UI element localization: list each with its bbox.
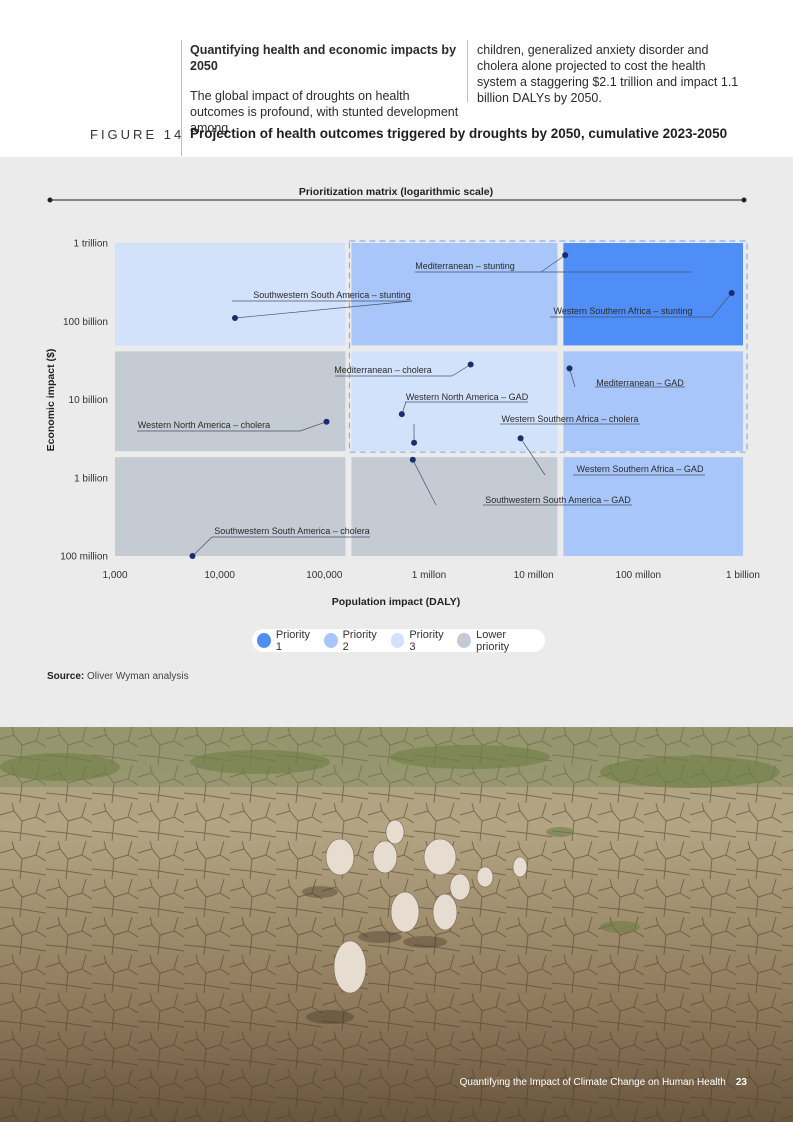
title-rule-end-left [47,197,53,203]
point-label: Southwestern South America – cholera [214,526,370,536]
data-point [398,411,405,418]
y-tick-label: 100 billion [63,317,108,328]
data-point [517,435,524,442]
data-point [728,289,735,296]
intro-heading: Quantifying health and economic impacts … [190,43,457,73]
data-point [467,361,474,368]
priority-zones [115,243,743,556]
source-text: Oliver Wyman analysis [87,671,189,682]
y-tick-label: 100 million [60,552,108,563]
legend-swatch-priority-3 [390,633,405,648]
column-divider [181,40,182,156]
callout-leader [192,536,213,557]
callout-leader [299,421,327,432]
callout-leader [234,300,413,319]
legend-item-priority-2: Priority 2 [323,628,383,653]
chart-title: Prioritization matrix (logarithmic scale… [299,186,493,198]
data-point [323,418,330,425]
x-tick-label: 100,000 [306,570,343,581]
data-point [189,553,196,559]
callout-leader [711,292,732,318]
legend-swatch-priority-1 [257,633,271,648]
intro-left-column: Quantifying health and economic impacts … [190,42,462,136]
x-tick-label: 1 billion [726,570,760,581]
point-label: Southwestern South America – GAD [485,495,631,505]
zone-priority-2 [351,243,558,346]
point-label: Western Southern Africa – GAD [577,464,704,474]
legend-item-lower-priority: Lower priority [457,629,537,653]
intro-left-text: The global impact of droughts on health … [190,89,459,135]
callout-leader [569,368,576,388]
source-prefix: Source: [47,671,85,682]
x-tick-label: 10,000 [204,570,235,581]
legend-item-priority-3: Priority 3 [390,628,450,653]
footer-text: Quantifying the Impact of Climate Change… [459,1077,726,1088]
point-label: Mediterranean – stunting [415,261,515,271]
zone-lower-priority [115,457,346,556]
y-axis-title: Economic impact ($) [45,349,57,452]
zone-lower-priority [351,457,558,556]
chart-legend: Priority 1 Priority 2 Priority 3 Lower p… [252,628,545,653]
x-axis-title: Population impact (DALY) [332,596,461,608]
data-point [231,315,238,322]
legend-label: Priority 1 [275,628,311,653]
data-point [562,252,569,259]
highlight-dashed-border [348,240,748,453]
data-points [189,252,735,559]
point-label: Mediterranean – cholera [334,365,432,375]
legend-item-priority-1: Priority 1 [257,629,316,653]
intro-right-column: children, generalized anxiety disorder a… [477,42,745,106]
zone-priority-1 [563,243,743,346]
figure-label: FIGURE 14 [90,127,185,142]
prioritization-matrix-chart: Mediterranean – stunting Southwestern Sou… [45,186,760,608]
y-tick-label: 10 billion [69,395,108,406]
zone-priority-3 [115,243,346,346]
legend-label: Priority 2 [342,628,377,653]
callout-leader [540,254,566,273]
point-label: Western North America – cholera [138,420,270,430]
highlight-frame [348,240,748,453]
column-divider-2 [467,40,468,102]
point-label: Western Southern Africa – cholera [502,414,639,424]
legend-label: Lower priority [476,628,510,653]
legend-swatch-lower-priority [457,633,472,648]
x-tick-label: 100 millon [616,570,662,581]
source-note: Source: Oliver Wyman analysis [47,671,189,682]
page-footer: Quantifying the Impact of Climate Change… [460,1077,747,1088]
point-callouts: Mediterranean – stunting Southwestern Sou… [137,254,732,557]
intro-right-text: children, generalized anxiety disorder a… [477,43,739,105]
x-tick-label: 1 millon [412,570,446,581]
point-label: Southwestern South America – stunting [253,290,411,300]
callout-leader [520,438,546,476]
point-label: Western Southern Africa – stunting [554,306,693,316]
x-tick-label: 10 millon [514,570,554,581]
zone-priority-2 [563,351,743,452]
data-point [409,456,416,463]
title-rule-end-right [741,197,747,203]
photo-illustration [0,727,793,1122]
zone-priority-3 [351,351,558,452]
axes: Prioritization matrix (logarithmic scale… [45,186,760,608]
y-tick-label: 1 billion [74,473,108,484]
legend-label: Priority 3 [409,628,444,653]
zone-lower-priority [115,351,346,452]
page-number: 23 [735,1077,747,1088]
figure-title: Projection of health outcomes triggered … [190,126,728,141]
callout-leader [412,459,437,506]
point-label: Western North America – GAD [406,392,529,402]
x-tick-label: 1,000 [102,570,127,581]
data-point [566,365,573,372]
y-tick-label: 1 trillion [74,239,108,250]
point-label: Mediterranean – GAD [596,378,684,388]
zone-priority-2 [563,457,743,556]
legend-swatch-priority-2 [323,633,338,648]
data-point [411,439,418,446]
callout-leader [451,364,471,377]
cracked-earth-cattle-photo [0,727,793,1122]
